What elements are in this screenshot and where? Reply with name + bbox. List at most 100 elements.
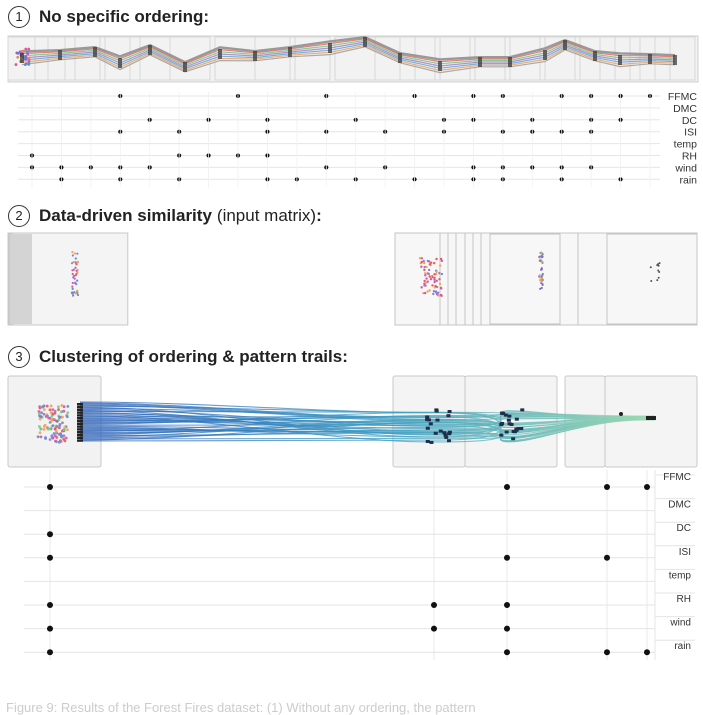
panel-3-start-point xyxy=(58,439,62,443)
strip-scatter-point xyxy=(26,52,30,56)
panel-3-start-point xyxy=(45,404,49,408)
panel-3-start-point xyxy=(66,405,70,408)
strip-marker xyxy=(58,50,62,60)
panel-3-cluster-marker xyxy=(446,414,451,418)
panel-3-trail-line xyxy=(79,415,656,426)
matrix-3-dot xyxy=(47,554,53,561)
panel-2-left-point xyxy=(71,254,75,257)
panel-2-right-point xyxy=(420,286,423,289)
matrix-1-label-wind: wind xyxy=(674,162,697,174)
panel-2-right-point xyxy=(422,259,425,263)
matrix-1-label-dmc: DMC xyxy=(673,103,697,115)
panel-2-right-point xyxy=(435,270,438,273)
panel-2-right-point xyxy=(440,272,444,276)
panel-3-start-point xyxy=(57,405,60,409)
panel-3-cluster-marker xyxy=(433,431,438,435)
strip-marker xyxy=(218,49,222,59)
panel-2-right-point xyxy=(423,291,427,295)
panel-2-left-edge xyxy=(10,234,32,324)
panel-3-cluster-marker xyxy=(447,430,452,434)
panel-2-right-point xyxy=(438,278,441,281)
panel-3-cluster-marker xyxy=(447,410,452,414)
panel-3-cluster-marker xyxy=(520,408,525,412)
matrix-3-label-ffmc: FFMC xyxy=(663,472,691,483)
panel-2-left-point xyxy=(71,285,74,288)
panel-2-right-point xyxy=(540,267,543,270)
strip-thumbnail xyxy=(374,36,416,81)
panel-2-right-point xyxy=(650,279,653,282)
panel-2-right-point xyxy=(541,283,544,286)
panel-3-cluster-marker xyxy=(514,427,519,431)
panel-2-right-point xyxy=(422,291,425,295)
panel-3-start-point xyxy=(46,427,50,431)
strip-marker xyxy=(563,40,567,50)
matrix-3-label-temp: temp xyxy=(669,570,692,581)
matrix-1-label-rh: RH xyxy=(682,151,697,163)
panel-3-start-point xyxy=(44,437,47,440)
panel-3-start-point xyxy=(46,414,49,418)
panel-2-right-point xyxy=(432,289,436,293)
panel-3-cluster-marker xyxy=(443,433,448,437)
panel-2-right-point xyxy=(538,255,541,258)
strip-scatter-point xyxy=(27,56,31,60)
panel-3-pattern-trails xyxy=(7,375,698,468)
panel-2-right-frame xyxy=(606,233,698,325)
panel-2-right-point xyxy=(658,262,661,265)
panel-3-start-point xyxy=(64,436,68,440)
panel-3-start-point xyxy=(57,426,61,430)
panel-2-right-point xyxy=(439,293,443,297)
strip-marker xyxy=(288,47,292,57)
section-2-subtitle: (input matrix) xyxy=(216,206,317,225)
panel-2-right-point xyxy=(433,276,436,280)
panel-3-start-point xyxy=(50,414,54,418)
strip-scatter-point xyxy=(14,63,18,66)
panel-3-cluster-marker xyxy=(507,414,512,418)
matrix-3-dot xyxy=(604,554,610,561)
matrix-3-dot xyxy=(431,602,437,608)
panel-2-right-point xyxy=(423,265,426,269)
panel-3-start-point xyxy=(50,417,54,421)
strip-thumbnail xyxy=(654,36,696,81)
panel-3-cluster-marker xyxy=(442,431,447,435)
matrix-3-label-wind: wind xyxy=(669,618,691,629)
panel-2-right-point xyxy=(657,276,660,279)
panel-3-start-point xyxy=(38,417,42,421)
panel-3-start-marker xyxy=(77,408,83,411)
panel-3-cluster-marker xyxy=(507,422,512,426)
strip-scatter-point xyxy=(27,47,31,51)
strip-marker xyxy=(118,58,122,68)
panel-3-start-point xyxy=(53,409,57,413)
panel-2-left-point xyxy=(75,272,78,276)
strip-marker xyxy=(478,57,482,67)
panel-2-right-point xyxy=(540,281,543,285)
panel-2-left-point xyxy=(76,293,80,297)
panel-3-start-point xyxy=(59,433,63,437)
panel-2-left-point xyxy=(74,257,77,260)
panel-3-start-point xyxy=(48,416,52,420)
matrix-3-label-dc: DC xyxy=(677,523,691,534)
panel-3-cluster-marker xyxy=(447,432,452,436)
panel-3-cluster-marker xyxy=(506,418,511,422)
strip-marker xyxy=(438,61,442,71)
panel-2-right-point xyxy=(428,275,431,278)
panel-2-left-point xyxy=(74,292,77,295)
panel-2-right-point xyxy=(424,274,427,277)
panel-2-right-point xyxy=(540,286,543,290)
panel-3-start-point xyxy=(53,427,57,431)
panel-3-cluster-marker xyxy=(438,429,443,433)
panel-3-start-point xyxy=(55,419,58,423)
panel-3-cluster-marker xyxy=(500,411,505,415)
panel-2-left-point xyxy=(73,277,76,280)
panel-2-similarity-matrix xyxy=(7,232,698,326)
panel-2-right-point xyxy=(420,265,423,268)
panel-3-trail-line xyxy=(79,417,656,440)
panel-2-right-point xyxy=(424,281,428,284)
panel-2-right-point xyxy=(436,291,440,294)
matrix-3-dot xyxy=(644,484,650,490)
panel-2-right-point xyxy=(426,290,429,293)
panel-3-start-point xyxy=(38,425,41,428)
panel-2-right-point xyxy=(423,284,426,287)
panel-3-cluster-marker xyxy=(425,439,430,443)
strip-marker xyxy=(148,45,152,55)
